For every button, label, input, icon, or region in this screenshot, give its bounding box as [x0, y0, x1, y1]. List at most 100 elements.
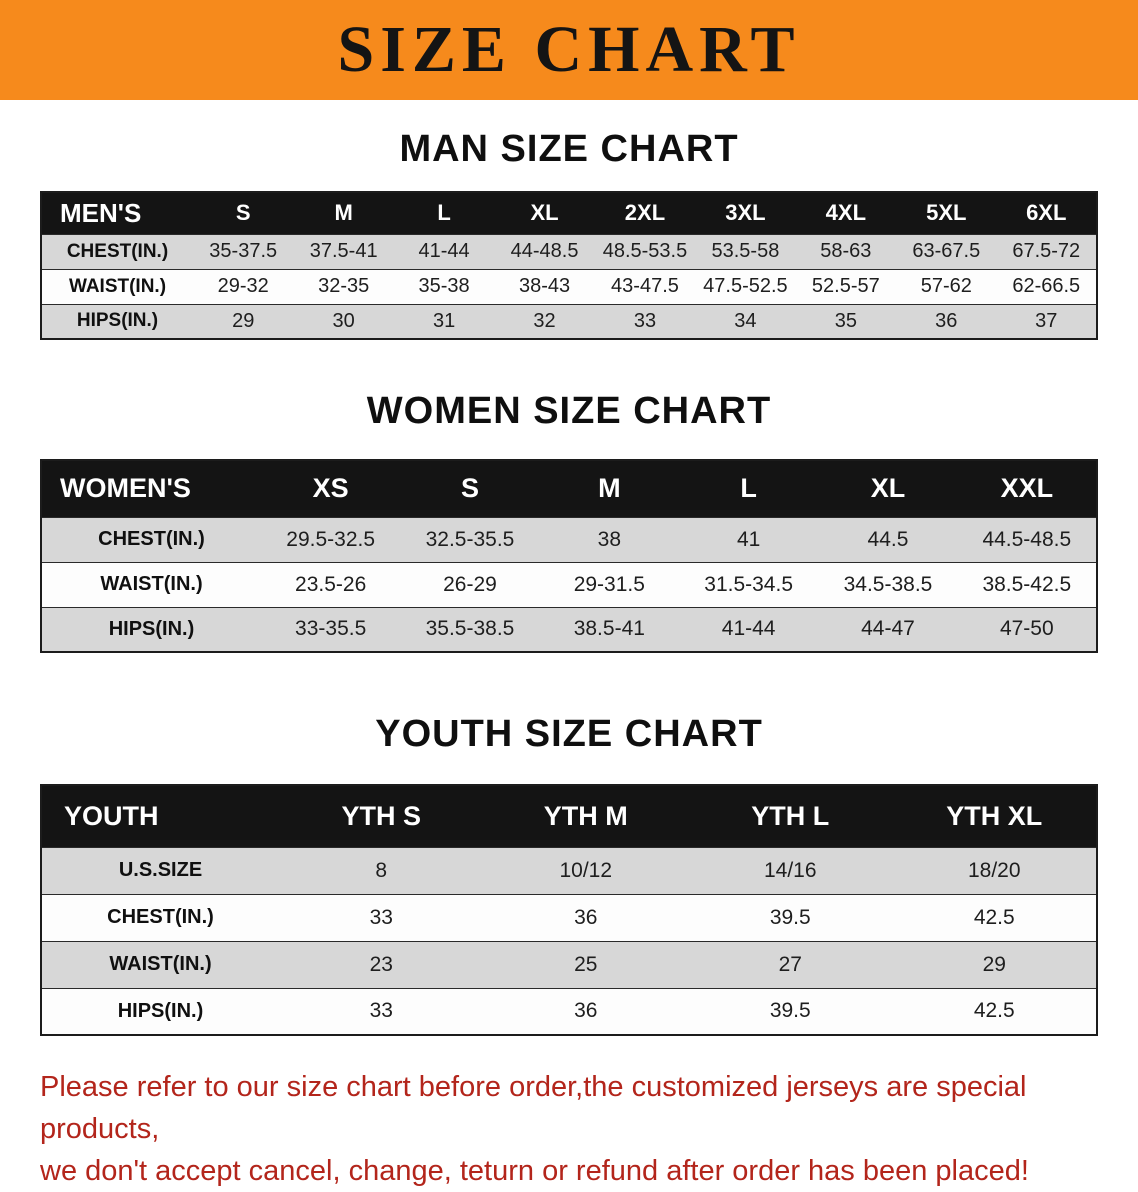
value-cell: 25 [483, 940, 688, 988]
table-row: WAIST(IN.) 23.5-26 26-29 29-31.5 31.5-34.5 34… [41, 561, 1097, 607]
table-row: CHEST(IN.) 35-37.5 37.5-41 41-44 44-48.5 48.5… [41, 233, 1097, 269]
value-cell: 33 [279, 893, 484, 941]
value-cell: 38.5-42.5 [957, 561, 1097, 607]
value-cell: 36 [483, 987, 688, 1035]
value-cell: 23.5-26 [261, 561, 401, 607]
value-cell: 27 [688, 940, 893, 988]
value-cell: 31 [393, 303, 495, 339]
value-cell: 62-66.5 [996, 268, 1097, 304]
size-header-cell: XS [261, 460, 401, 517]
row-label: U.S.SIZE [41, 846, 279, 894]
mens-size-table: MEN'S S M L XL 2XL 3XL 4XL 5XL 6XL CHEST(IN.) 35-37… [40, 191, 1098, 340]
size-header-cell: 4XL [795, 192, 897, 234]
row-label: HIPS(IN.) [41, 606, 261, 652]
value-cell: 8 [279, 846, 484, 894]
size-header-cell: 2XL [594, 192, 696, 234]
value-cell: 18/20 [892, 846, 1097, 894]
value-cell: 44.5-48.5 [957, 516, 1097, 562]
table-title-cell: WOMEN'S [41, 460, 261, 517]
size-header-cell: S [193, 192, 294, 234]
banner: SIZE CHART [0, 0, 1138, 100]
value-cell: 26-29 [400, 561, 540, 607]
row-label: WAIST(IN.) [41, 940, 279, 988]
value-cell: 41 [678, 516, 819, 562]
size-sections: MAN SIZE CHART MEN'S S M L XL 2XL 3XL 4XL 5XL 6XL C… [0, 128, 1138, 1036]
row-label: CHEST(IN.) [41, 893, 279, 941]
value-cell: 32.5-35.5 [400, 516, 540, 562]
table-row: HIPS(IN.) 29 30 31 32 33 34 35 36 37 [41, 303, 1097, 339]
row-label: WAIST(IN.) [41, 268, 193, 304]
table-row: CHEST(IN.) 29.5-32.5 32.5-35.5 38 41 44.5 44.5… [41, 516, 1097, 562]
size-header-cell: YTH S [279, 785, 484, 847]
row-label: WAIST(IN.) [41, 561, 261, 607]
value-cell: 35-37.5 [193, 233, 294, 269]
value-cell: 35.5-38.5 [400, 606, 540, 652]
value-cell: 38.5-41 [539, 606, 679, 652]
value-cell: 39.5 [688, 987, 893, 1035]
value-cell: 44-47 [818, 606, 958, 652]
value-cell: 32-35 [293, 268, 394, 304]
value-cell: 37 [996, 303, 1097, 339]
note-line-2: we don't accept cancel, change, teturn o… [40, 1155, 1029, 1188]
value-cell: 44-48.5 [494, 233, 595, 269]
value-cell: 44.5 [818, 516, 958, 562]
value-cell: 57-62 [896, 268, 997, 304]
table-row: CHEST(IN.) 33 36 39.5 42.5 [41, 893, 1097, 941]
size-header-cell: YTH L [688, 785, 893, 847]
value-cell: 48.5-53.5 [594, 233, 696, 269]
size-header-cell: M [539, 460, 679, 517]
table-title-cell: YOUTH [41, 785, 279, 847]
value-cell: 43-47.5 [594, 268, 696, 304]
value-cell: 29 [193, 303, 294, 339]
value-cell: 29 [892, 940, 1097, 988]
value-cell: 53.5-58 [695, 233, 796, 269]
value-cell: 41-44 [678, 606, 819, 652]
value-cell: 36 [483, 893, 688, 941]
table-title-cell: MEN'S [41, 192, 193, 234]
table-row: WAIST(IN.) 23 25 27 29 [41, 940, 1097, 988]
header-row: WOMEN'S XS S M L XL XXL [41, 460, 1097, 517]
value-cell: 38 [539, 516, 679, 562]
row-label: CHEST(IN.) [41, 233, 193, 269]
womens-size-table: WOMEN'S XS S M L XL XXL CHEST(IN.) 29.5-32.5 32.5… [40, 459, 1098, 653]
value-cell: 42.5 [892, 893, 1097, 941]
youth-size-chart-heading: YOUTH SIZE CHART [375, 713, 763, 755]
value-cell: 14/16 [688, 846, 893, 894]
value-cell: 47.5-52.5 [695, 268, 796, 304]
size-header-cell: 5XL [896, 192, 997, 234]
size-header-cell: YTH M [483, 785, 688, 847]
value-cell: 29-32 [193, 268, 294, 304]
table-row: HIPS(IN.) 33-35.5 35.5-38.5 38.5-41 41-44 44-… [41, 606, 1097, 652]
value-cell: 10/12 [483, 846, 688, 894]
value-cell: 36 [896, 303, 997, 339]
value-cell: 23 [279, 940, 484, 988]
value-cell: 34.5-38.5 [818, 561, 958, 607]
value-cell: 63-67.5 [896, 233, 997, 269]
size-header-cell: L [393, 192, 495, 234]
table-row: HIPS(IN.) 33 36 39.5 42.5 [41, 987, 1097, 1035]
value-cell: 33 [279, 987, 484, 1035]
table-row: WAIST(IN.) 29-32 32-35 35-38 38-43 43-47.5 47.… [41, 268, 1097, 304]
value-cell: 38-43 [494, 268, 595, 304]
size-header-cell: XXL [957, 460, 1097, 517]
value-cell: 42.5 [892, 987, 1097, 1035]
size-header-cell: XL [494, 192, 595, 234]
womens-size-chart-heading: WOMEN SIZE CHART [366, 390, 772, 432]
value-cell: 67.5-72 [996, 233, 1097, 269]
mens-size-chart-heading: MAN SIZE CHART [399, 128, 739, 170]
size-header-cell: L [678, 460, 819, 517]
row-label: HIPS(IN.) [41, 987, 279, 1035]
value-cell: 32 [494, 303, 595, 339]
footer-note: Please refer to our size chart before or… [40, 1066, 1098, 1192]
value-cell: 52.5-57 [795, 268, 897, 304]
value-cell: 58-63 [795, 233, 897, 269]
value-cell: 29-31.5 [539, 561, 679, 607]
size-header-cell: S [400, 460, 540, 517]
size-header-cell: YTH XL [892, 785, 1097, 847]
size-header-cell: XL [818, 460, 958, 517]
header-row: MEN'S S M L XL 2XL 3XL 4XL 5XL 6XL [41, 192, 1097, 234]
size-header-cell: 6XL [996, 192, 1097, 234]
note-line-1: Please refer to our size chart before or… [40, 1071, 1027, 1146]
value-cell: 39.5 [688, 893, 893, 941]
value-cell: 33-35.5 [261, 606, 401, 652]
